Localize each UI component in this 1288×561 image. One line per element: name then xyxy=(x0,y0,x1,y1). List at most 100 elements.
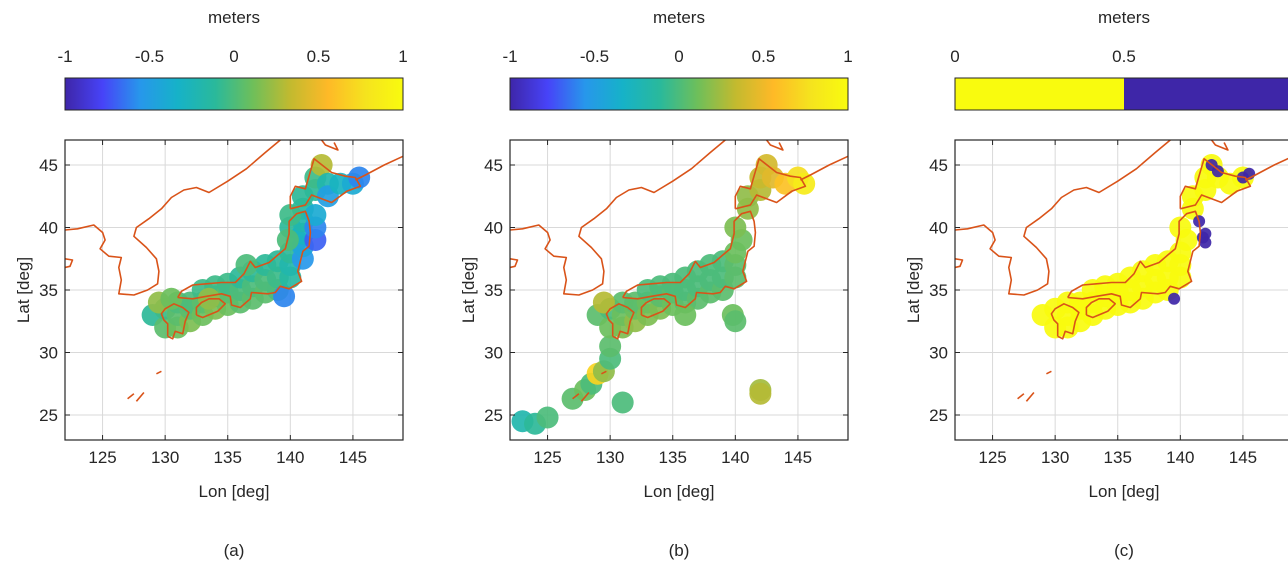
colorbar-tick-label: 0.5 xyxy=(307,47,331,66)
colorbar-tick-label: 1 xyxy=(398,47,407,66)
data-point xyxy=(304,204,327,226)
coastline-path xyxy=(127,393,135,400)
panel-caption: (c) xyxy=(1114,541,1134,560)
data-point xyxy=(273,285,296,308)
coastline-path xyxy=(1067,210,1202,309)
coastline-path xyxy=(1210,140,1229,151)
coastline-path xyxy=(320,140,339,151)
x-axis-label: Lon [deg] xyxy=(644,482,715,501)
panel-caption: (a) xyxy=(224,541,245,560)
data-point xyxy=(724,216,747,239)
colorbar xyxy=(954,77,1288,111)
x-tick-label: 130 xyxy=(1041,448,1069,467)
colorbar-title: meters xyxy=(653,8,705,27)
panel-c: meters 00.51 125 130 135 140 145 25 30 35 40 45 L… xyxy=(904,8,1288,560)
data-point xyxy=(724,310,747,333)
colorbar-border xyxy=(954,77,1288,111)
y-tick-label: 40 xyxy=(484,219,503,238)
colorbar-tick-label: -1 xyxy=(57,47,72,66)
coastline-path xyxy=(177,210,312,309)
coastline-path xyxy=(65,258,74,269)
colorbar-title: meters xyxy=(208,8,260,27)
coastline-path xyxy=(1085,298,1116,319)
data-point xyxy=(674,304,697,326)
colorbar-tick-label: -1 xyxy=(502,47,517,66)
y-tick-label: 45 xyxy=(39,156,58,175)
colorbar-title: meters xyxy=(1098,8,1150,27)
y-tick-label: 45 xyxy=(484,156,503,175)
coastline xyxy=(65,140,403,402)
coastline-path xyxy=(580,391,590,402)
x-tick-label: 125 xyxy=(533,448,561,467)
coastline-path xyxy=(355,155,403,181)
y-tick-label: 35 xyxy=(929,281,948,300)
colorbar-tick-label: 0.5 xyxy=(752,47,776,66)
coastline-path xyxy=(622,210,757,309)
x-tick-label: 145 xyxy=(339,448,367,467)
coastline-path xyxy=(65,140,281,296)
y-tick-label: 35 xyxy=(484,281,503,300)
x-axis-label: Lon [deg] xyxy=(1089,482,1160,501)
coastline-path xyxy=(1046,370,1052,375)
x-tick-label: 135 xyxy=(659,448,687,467)
x-tick-label: 135 xyxy=(1104,448,1132,467)
colorbar-tick-label: 0.5 xyxy=(1112,47,1136,66)
colorbar xyxy=(509,77,849,111)
coastline-path xyxy=(1245,157,1288,181)
y-tick-label: 25 xyxy=(484,406,503,425)
panel-b: meters -1 -0.5 0 0.5 1 125 130 135 140 145 25 30 35… xyxy=(459,8,853,560)
x-tick-label: 125 xyxy=(978,448,1006,467)
coastline-path xyxy=(195,298,226,319)
data-point xyxy=(235,254,258,276)
data-point xyxy=(279,204,302,226)
coastline-path xyxy=(510,140,726,296)
data-point xyxy=(592,291,615,314)
colorbar-tick-label: 0 xyxy=(674,47,683,66)
coastline xyxy=(510,140,848,402)
y-axis-label: Lat [deg] xyxy=(904,257,923,323)
x-axis-label: Lon [deg] xyxy=(199,482,270,501)
x-tick-label: 140 xyxy=(721,448,749,467)
colorbar-tick-label: 0 xyxy=(950,47,959,66)
colorbar-tick-labels: 00.51 xyxy=(950,47,1136,66)
panel-a: meters -1 -0.5 0 0.5 1 125 130 135 140 145 25 30 35… xyxy=(14,8,408,560)
y-tick-label: 25 xyxy=(929,406,948,425)
coastline-path xyxy=(605,303,635,340)
coastline-path xyxy=(160,303,190,340)
data-point xyxy=(611,391,634,414)
x-tick-label: 135 xyxy=(214,448,242,467)
axis-ticks: 125 130 135 140 145 25 30 35 40 45 xyxy=(484,140,848,467)
colorbar xyxy=(64,77,404,111)
x-tick-label: 130 xyxy=(596,448,624,467)
coastline-path xyxy=(289,158,362,210)
coastline xyxy=(955,140,1288,402)
colorbar-segment xyxy=(955,78,1124,110)
x-tick-label: 140 xyxy=(276,448,304,467)
coastline-path xyxy=(1179,158,1252,210)
data-point xyxy=(536,406,559,429)
axis-ticks: 125 130 135 140 145 25 30 35 40 45 xyxy=(39,140,403,467)
coastline-path xyxy=(734,158,807,210)
coastline-path xyxy=(135,391,145,402)
coastline-path xyxy=(1025,391,1035,402)
y-tick-label: 35 xyxy=(39,281,58,300)
coastline-path xyxy=(640,298,671,319)
coastline-path xyxy=(1017,393,1025,400)
coastline-path xyxy=(156,370,162,375)
y-tick-label: 45 xyxy=(929,156,948,175)
coastline-path xyxy=(765,140,784,151)
colorbar-tick-label: 0 xyxy=(229,47,238,66)
data-point xyxy=(599,335,622,358)
coastline-path xyxy=(572,393,580,400)
panel-caption: (b) xyxy=(669,541,690,560)
data-point xyxy=(1169,216,1192,239)
y-tick-label: 40 xyxy=(39,219,58,238)
colorbar-segment xyxy=(1124,78,1288,110)
x-tick-label: 140 xyxy=(1166,448,1194,467)
y-tick-label: 40 xyxy=(929,219,948,238)
x-tick-label: 130 xyxy=(151,448,179,467)
colorbar-tick-labels: -1 -0.5 0 0.5 1 xyxy=(57,47,407,66)
y-axis-label: Lat [deg] xyxy=(459,257,478,323)
y-tick-label: 30 xyxy=(39,344,58,363)
